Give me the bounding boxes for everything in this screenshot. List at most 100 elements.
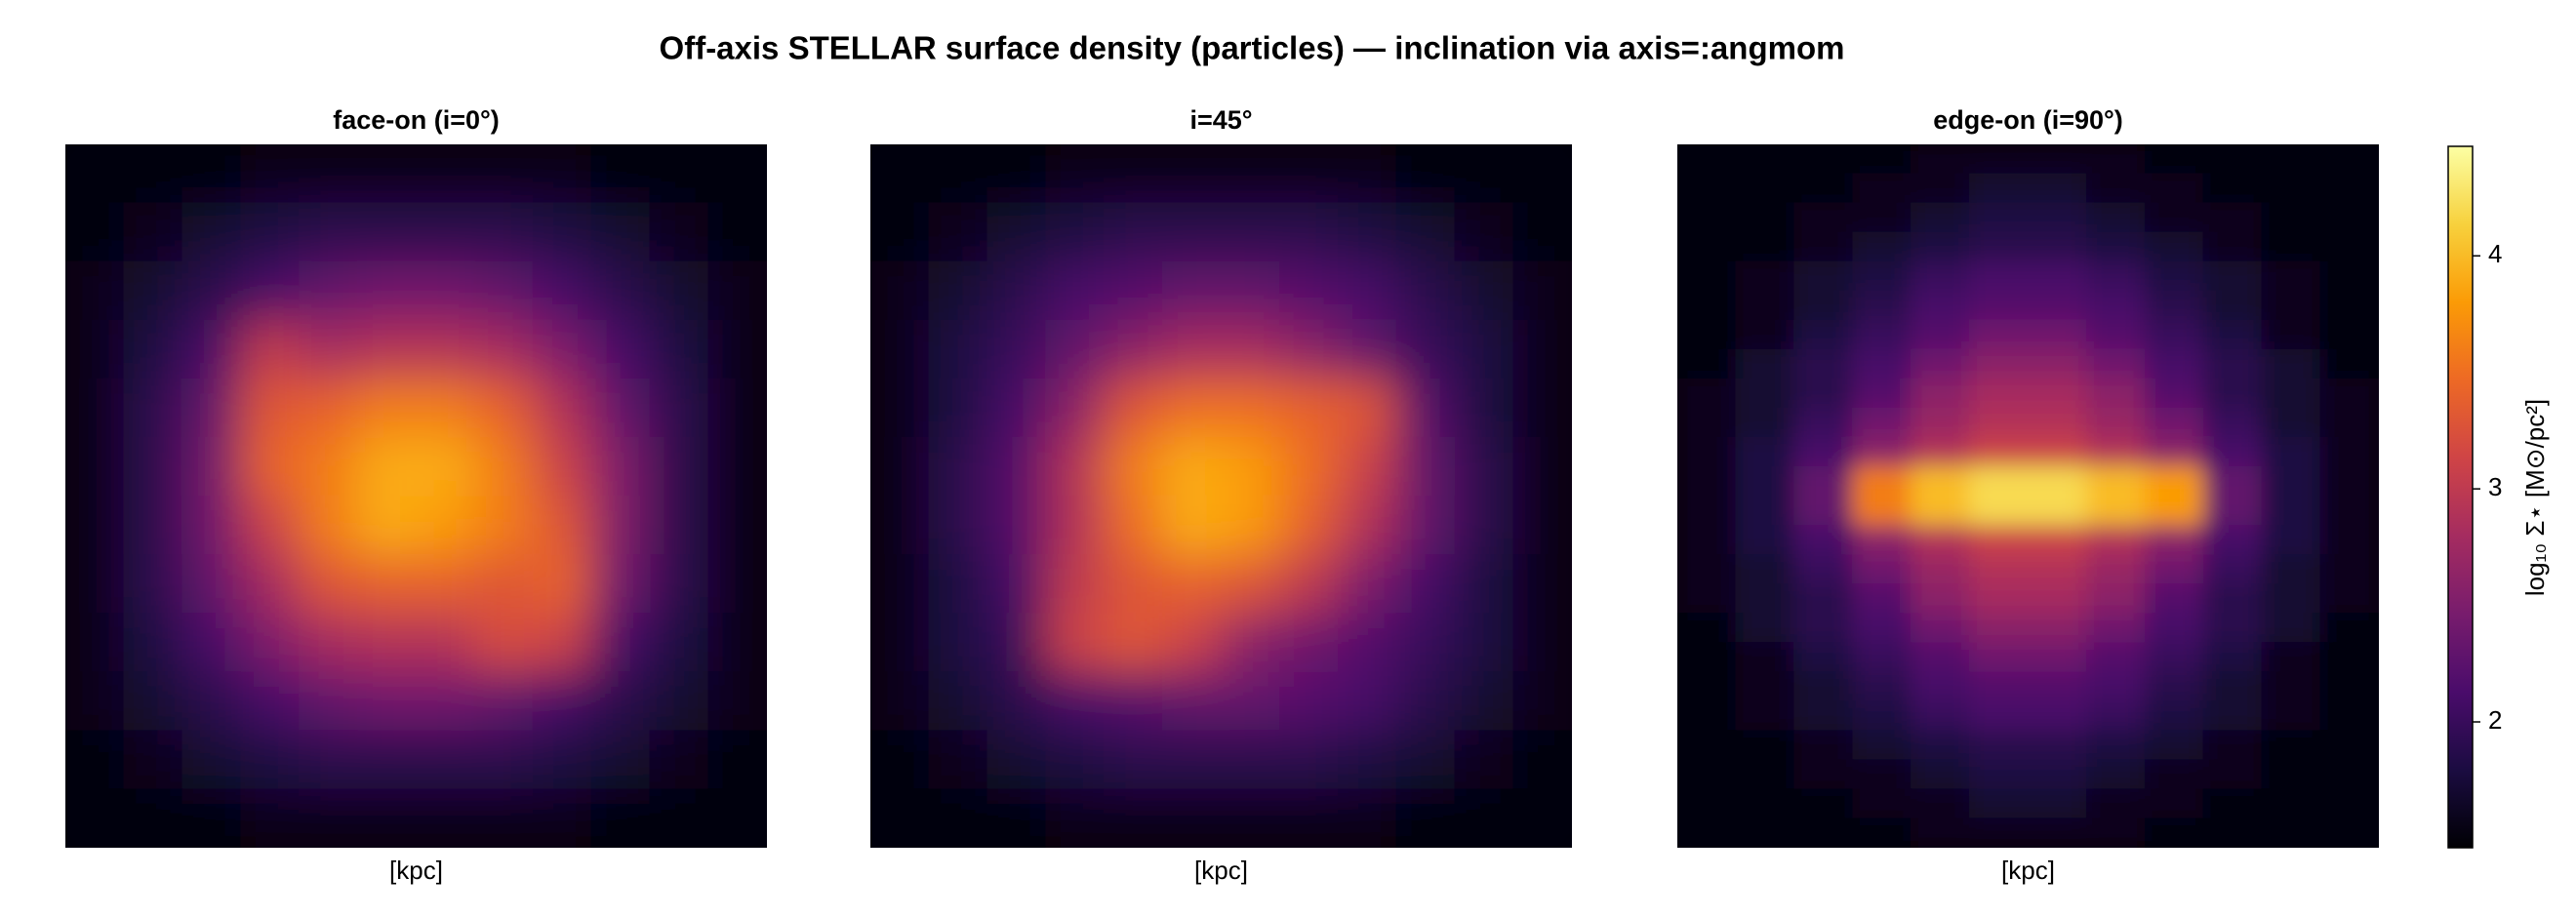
heatmap-cell <box>1677 407 1737 438</box>
heatmap-cell <box>65 378 125 438</box>
heatmap-cell <box>1454 496 1514 556</box>
heatmap-cell <box>2261 378 2321 409</box>
heatmap-cell <box>416 613 475 673</box>
heatmap-cell <box>2085 817 2146 848</box>
heatmap-cell <box>928 202 988 262</box>
heatmap-cell <box>1512 144 1572 204</box>
heatmap-cell <box>1793 613 1854 644</box>
heatmap-cell <box>299 554 359 615</box>
heatmap-cell <box>1162 730 1222 790</box>
heatmap-cell <box>1221 378 1280 438</box>
panel-title: i=45° <box>1189 105 1252 135</box>
heatmap-cell <box>707 436 767 497</box>
heatmap-cell <box>473 554 534 615</box>
heatmap-cell <box>2202 700 2263 732</box>
heatmap-cell <box>1735 583 1795 615</box>
heatmap-cell <box>1969 700 2029 732</box>
heatmap-cell <box>1969 231 2029 262</box>
heatmap-cell <box>1911 613 1971 644</box>
heatmap-cell <box>1104 554 1164 615</box>
heatmap-cell <box>1045 496 1106 556</box>
heatmap-cell <box>2202 496 2263 527</box>
heatmap-cell <box>870 436 930 497</box>
heatmap-cell <box>1793 319 1854 350</box>
heatmap-cell <box>928 319 988 379</box>
heatmap-cell <box>1969 554 2029 585</box>
heatmap-cell <box>532 202 592 262</box>
heatmap-cell <box>1793 407 1854 438</box>
heatmap-cell <box>649 554 709 615</box>
heatmap-cell <box>1969 173 2029 204</box>
heatmap-cell <box>928 788 988 848</box>
heatmap-cell <box>1911 173 1971 204</box>
heatmap-cell <box>1221 496 1280 556</box>
heatmap-cell <box>299 378 359 438</box>
heatmap-cell <box>1793 436 1854 467</box>
heatmap-cell <box>1677 202 1737 233</box>
heatmap-cell <box>123 496 183 556</box>
heatmap-cell <box>1852 642 1912 673</box>
heatmap-cell <box>532 671 592 732</box>
heatmap-cell <box>1793 642 1854 673</box>
heatmap-cell <box>649 496 709 556</box>
heatmap-cell <box>2202 554 2263 585</box>
heatmap-cell <box>2085 671 2146 702</box>
heatmap-cell <box>1221 144 1280 204</box>
heatmap-cell <box>1337 202 1397 262</box>
heatmap-cell <box>1852 583 1912 615</box>
colorbar-tick-label: 4 <box>2488 239 2502 268</box>
heatmap-cell <box>1162 378 1222 438</box>
heatmap-cell <box>1969 436 2029 467</box>
heatmap-cell <box>1911 378 1971 409</box>
heatmap-cell <box>357 671 417 732</box>
heatmap-cell <box>2202 788 2263 819</box>
heatmap-cell <box>2319 730 2379 761</box>
heatmap-cell <box>1221 613 1280 673</box>
heatmap-cell <box>1911 700 1971 732</box>
heatmap-cell <box>1852 202 1912 233</box>
heatmap-cell <box>1735 144 1795 175</box>
heatmap-cell <box>1677 583 1737 615</box>
heatmap-cell <box>2085 231 2146 262</box>
heatmap-cells <box>65 144 767 848</box>
heatmap-cell <box>1793 378 1854 409</box>
heatmap-cell <box>1104 260 1164 321</box>
heatmap-cell <box>1512 613 1572 673</box>
heatmap-cell <box>2144 496 2204 527</box>
heatmap-cell <box>2261 173 2321 204</box>
heatmap-cell <box>1454 730 1514 790</box>
heatmap-cell <box>1852 436 1912 467</box>
heatmap-cell <box>65 613 125 673</box>
heatmap-cell <box>1104 671 1164 732</box>
heatmap-cell <box>2085 348 2146 379</box>
heatmap-cell <box>532 730 592 790</box>
heatmap-cell <box>65 554 125 615</box>
heatmap-cell <box>1104 202 1164 262</box>
heatmap-cell <box>2202 260 2263 292</box>
heatmap-cell <box>1969 260 2029 292</box>
heatmap-cell <box>2144 554 2204 585</box>
heatmap-cell <box>2028 348 2087 379</box>
heatmap-cell <box>986 788 1047 848</box>
heatmap-cell <box>416 378 475 438</box>
heatmap-cell <box>2319 319 2379 350</box>
heatmap-cell <box>2261 348 2321 379</box>
heatmap-cell <box>1337 319 1397 379</box>
heatmap-cell <box>1045 202 1106 262</box>
heatmap-cell <box>986 260 1047 321</box>
heatmap-cell <box>1969 290 2029 321</box>
heatmap-cell <box>1045 436 1106 497</box>
heatmap-cell <box>1735 173 1795 204</box>
heatmap-cell <box>1162 554 1222 615</box>
heatmap-cell <box>707 144 767 204</box>
heatmap-cell <box>299 496 359 556</box>
heatmap-cell <box>1045 788 1106 848</box>
heatmap-cell <box>1512 788 1572 848</box>
heatmap-cell <box>1852 260 1912 292</box>
heatmap-cell <box>1395 671 1456 732</box>
heatmap-cell <box>2261 613 2321 644</box>
x-axis-label: [kpc] <box>389 856 443 885</box>
heatmap-cell <box>928 554 988 615</box>
heatmap-cell <box>1735 290 1795 321</box>
heatmap-cell <box>240 554 301 615</box>
